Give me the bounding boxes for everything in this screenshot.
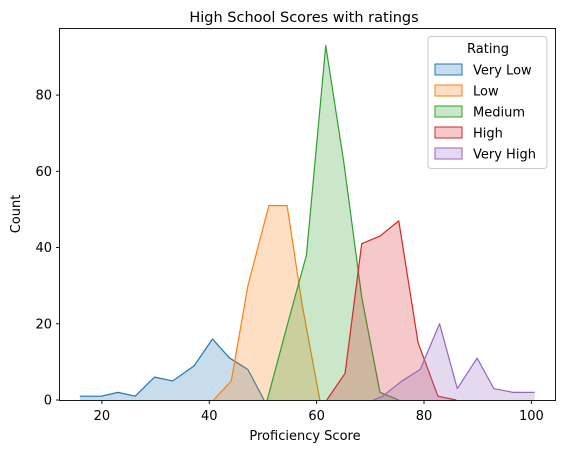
legend-swatch-high bbox=[434, 126, 463, 139]
legend-entries: Very Low Low Medium High Very High bbox=[434, 63, 536, 163]
y-tick-label: 80 bbox=[35, 89, 52, 104]
legend-swatch-medium bbox=[434, 105, 463, 118]
plot-frame bbox=[59, 28, 556, 401]
x-tick-label: 20 bbox=[94, 409, 111, 424]
legend-frame bbox=[427, 36, 548, 169]
series-layer bbox=[79, 44, 535, 401]
y-tick-label: 40 bbox=[35, 241, 52, 256]
series-area-low bbox=[213, 205, 320, 400]
series-line-low bbox=[213, 205, 321, 401]
legend-swatch-very-high bbox=[434, 147, 463, 160]
legend-label-medium: Medium bbox=[473, 106, 525, 121]
series-line-very-low bbox=[79, 338, 265, 401]
series-line-medium bbox=[266, 44, 399, 401]
series-area-very-high bbox=[373, 323, 535, 400]
series-line-very-high bbox=[373, 323, 535, 401]
x-tick-label: 40 bbox=[201, 409, 218, 424]
chart-title: High School Scores with ratings bbox=[189, 10, 418, 26]
legend-label-low: Low bbox=[473, 85, 499, 100]
x-tick-label: 100 bbox=[519, 409, 544, 424]
series-line-high bbox=[326, 220, 457, 401]
x-tick-label: 80 bbox=[416, 409, 433, 424]
y-axis: 0 20 40 60 80 bbox=[35, 89, 60, 409]
legend-label-very-low: Very Low bbox=[473, 64, 532, 79]
series-area-very-low bbox=[79, 339, 265, 400]
y-tick-label: 20 bbox=[35, 317, 52, 332]
x-axis-label: Proficiency Score bbox=[249, 429, 360, 444]
legend-swatch-low bbox=[434, 84, 463, 97]
legend-swatch-very-low bbox=[434, 63, 463, 76]
legend: Rating Very Low Low Medium High Very High bbox=[427, 36, 548, 169]
x-axis: 20 40 60 80 100 bbox=[94, 400, 544, 424]
y-axis-label: Count bbox=[9, 195, 24, 234]
legend-title: Rating bbox=[467, 42, 509, 57]
legend-label-very-high: Very High bbox=[473, 148, 536, 163]
series-area-medium bbox=[267, 45, 399, 400]
y-tick-label: 60 bbox=[35, 165, 52, 180]
y-tick-label: 0 bbox=[44, 394, 52, 409]
x-tick-label: 60 bbox=[308, 409, 325, 424]
legend-label-high: High bbox=[473, 127, 503, 142]
